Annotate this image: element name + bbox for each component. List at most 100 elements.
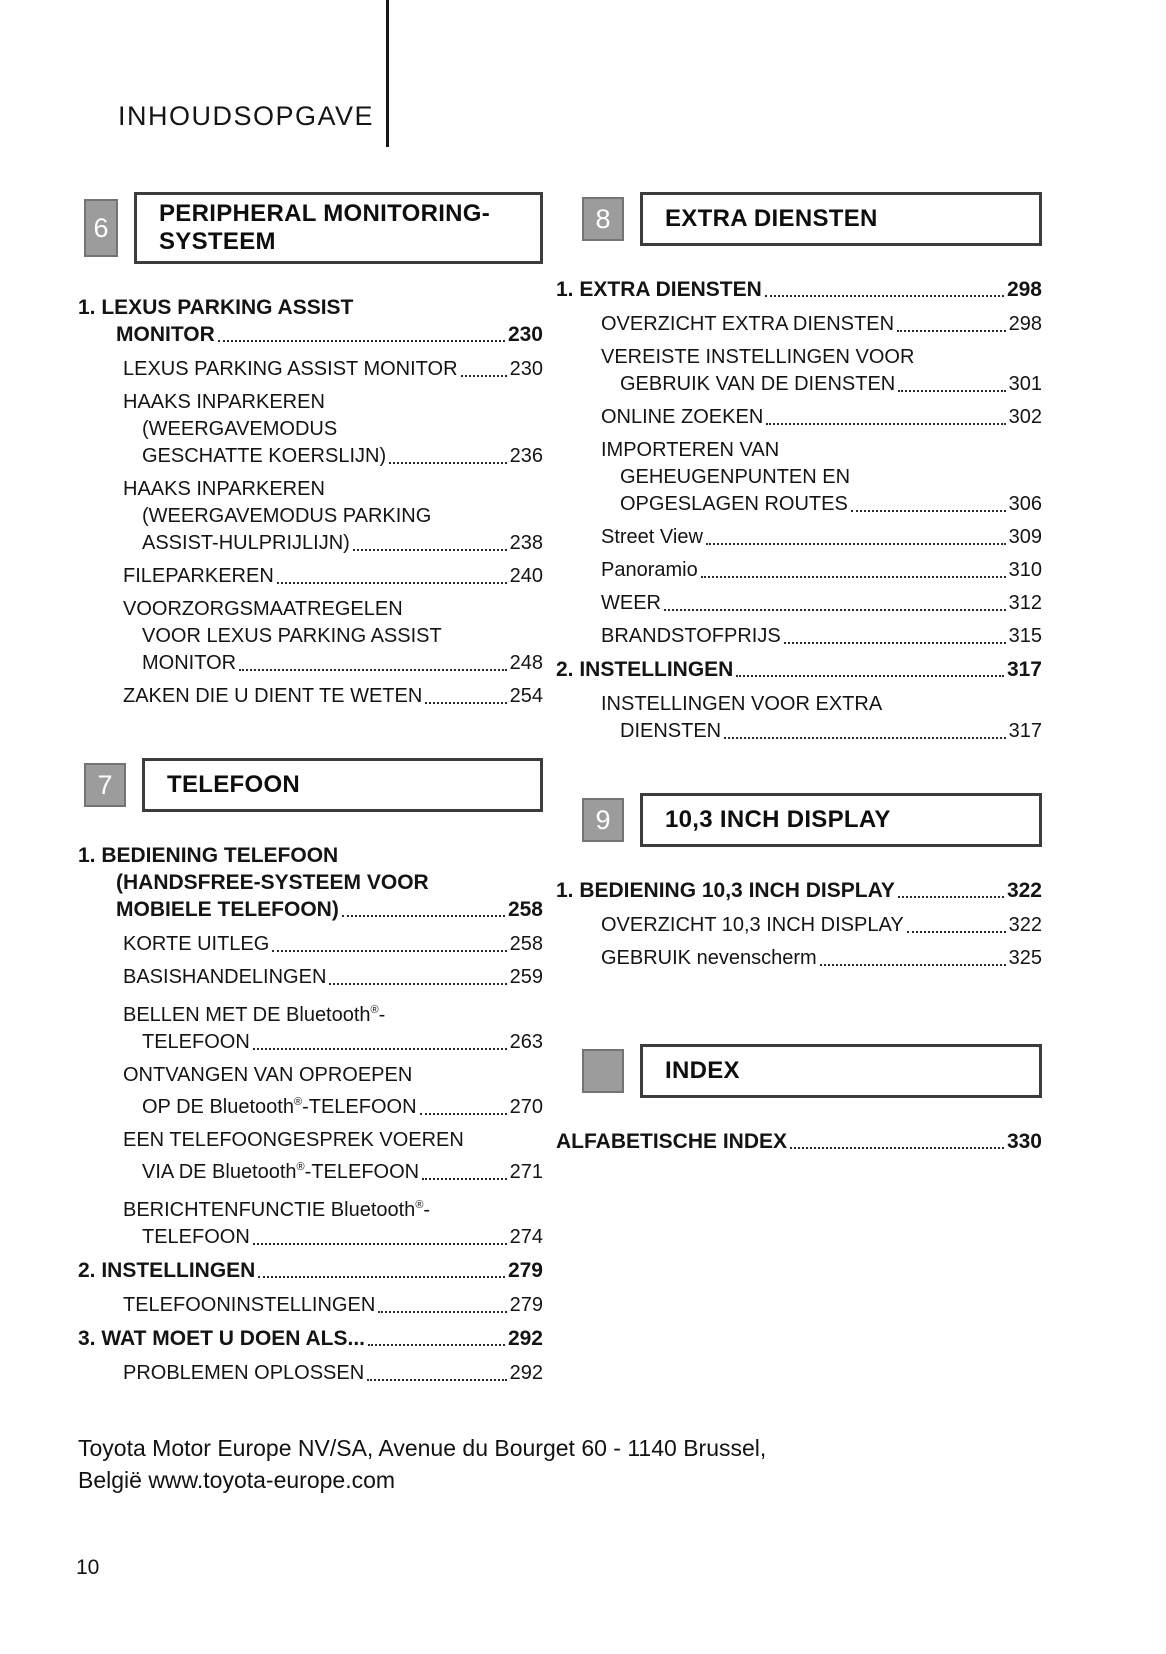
entry-text: OPGESLAGEN ROUTES xyxy=(620,491,848,518)
toc-entry-line: IMPORTEREN VAN xyxy=(556,437,1042,464)
toc-entry: 2. INSTELLINGEN 279 xyxy=(78,1257,543,1284)
dot-leader xyxy=(378,1311,507,1313)
chapter-title-box: EXTRA DIENSTEN xyxy=(640,192,1042,246)
entry-text-segment: Panoramio xyxy=(601,559,698,581)
entry-text: VEREISTE INSTELLINGEN VOOR xyxy=(601,344,914,371)
footer-line-2: België www.toyota-europe.com xyxy=(78,1467,396,1493)
toc-entry: GEBRUIK nevenscherm 325 xyxy=(556,945,1042,972)
toc-entry-line: VOOR LEXUS PARKING ASSIST xyxy=(78,623,543,650)
entry-text: IMPORTEREN VAN xyxy=(601,437,779,464)
chapter-title: 10,3 INCH DISPLAY xyxy=(665,806,891,833)
entry-text-segment: -TELEFOON xyxy=(302,1096,417,1118)
entry-text-segment: BRANDSTOFPRIJS xyxy=(601,625,781,647)
entry-text: (WEERGAVEMODUS PARKING xyxy=(142,503,431,530)
entry-text-segment: WEER xyxy=(601,592,661,614)
toc-entry: BASISHANDELINGEN 259 xyxy=(78,964,543,991)
entry-text: Panoramio xyxy=(601,557,698,584)
entry-text-segment: PROBLEMEN OPLOSSEN xyxy=(123,1362,365,1384)
page-ref: 330 xyxy=(1006,1130,1042,1153)
toc-column-right: 8 EXTRA DIENSTEN 1. EXTRA DIENSTEN 298 OVERZ… xyxy=(556,192,1042,1163)
toc-entry-line: BRANDSTOFPRIJS 315 xyxy=(556,623,1042,650)
toc-entry-line: DIENSTEN 317 xyxy=(556,718,1042,745)
chapter-title-box: INDEX xyxy=(640,1044,1042,1098)
entry-text-segment: VOORZORGSMAATREGELEN xyxy=(123,598,403,620)
entry-text-segment: -TELEFOON xyxy=(304,1161,420,1183)
dot-leader xyxy=(897,896,1004,898)
dot-leader xyxy=(819,964,1006,966)
page-ref: 317 xyxy=(1006,658,1042,681)
page-ref: 258 xyxy=(507,898,543,921)
entry-text-segment: GEBRUIK VAN DE DIENSTEN xyxy=(620,373,896,395)
registered-trademark-symbol: ® xyxy=(370,1004,379,1016)
page-ref: 322 xyxy=(1006,879,1042,902)
entry-text: OVERZICHT EXTRA DIENSTEN xyxy=(601,311,894,338)
page-ref: 270 xyxy=(509,1096,543,1118)
entry-text-segment: TELEFOONINSTELLINGEN xyxy=(123,1294,376,1316)
entry-text-segment: Bluetooth xyxy=(212,1161,297,1183)
toc-entry: HAAKS INPARKEREN (WEERGAVEMODUS GESCHATTE … xyxy=(78,389,543,470)
toc-entry-line: HAAKS INPARKEREN xyxy=(78,476,543,503)
page-ref: 263 xyxy=(509,1031,543,1053)
toc-entry: ONLINE ZOEKEN 302 xyxy=(556,404,1042,431)
toc-entry-line: OVERZICHT EXTRA DIENSTEN 298 xyxy=(556,311,1042,338)
page-ref: 258 xyxy=(509,933,543,955)
entry-text-segment: - xyxy=(378,1004,386,1026)
toc-column-left: 6 PERIPHERAL MONITORING- SYSTEEM 1. LEXUS P… xyxy=(78,192,543,1393)
entry-text: VOOR LEXUS PARKING ASSIST xyxy=(142,623,442,650)
entry-text: BERICHTENFUNCTIE Bluetooth®- xyxy=(123,1192,430,1224)
entry-text: ONTVANGEN VAN OPROEPEN xyxy=(123,1062,412,1089)
dot-leader xyxy=(897,330,1006,332)
dot-leader xyxy=(425,702,507,704)
entry-text: PROBLEMEN OPLOSSEN xyxy=(123,1360,364,1387)
dot-leader xyxy=(906,931,1006,933)
entry-text: HAAKS INPARKEREN xyxy=(123,476,325,503)
entry-text-segment: IMPORTEREN VAN xyxy=(601,439,780,461)
dot-leader xyxy=(329,983,507,985)
entry-text: DIENSTEN xyxy=(620,718,721,745)
entry-text-segment: MOBIELE TELEFOON) xyxy=(116,898,339,921)
toc-entry: LEXUS PARKING ASSIST MONITOR 230 xyxy=(78,356,543,383)
toc-entry: EEN TELEFOONGESPREK VOEREN VIA DE Bluetoo… xyxy=(78,1127,543,1186)
entry-text-segment: OP DE xyxy=(142,1096,210,1118)
page-ref: 298 xyxy=(1008,313,1042,335)
entry-text: FILEPARKEREN xyxy=(123,563,274,590)
dot-leader xyxy=(389,462,507,464)
entry-text-segment: BERICHTENFUNCTIE xyxy=(123,1199,331,1221)
dot-leader xyxy=(272,950,507,952)
toc-entry-line: BELLEN MET DE Bluetooth®- xyxy=(78,997,543,1029)
chapter-title: INDEX xyxy=(665,1057,740,1084)
toc-entry-line: TELEFOONINSTELLINGEN 279 xyxy=(78,1292,543,1319)
registered-trademark-symbol: ® xyxy=(415,1199,424,1211)
entry-text-segment: 3. WAT MOET U DOEN ALS... xyxy=(78,1327,366,1350)
entry-text-segment: (HANDSFREE-SYSTEEM VOOR xyxy=(116,871,429,894)
toc-entry: 2. INSTELLINGEN 317 xyxy=(556,656,1042,683)
page-ref: 259 xyxy=(509,966,543,988)
entry-text-segment: BELLEN MET DE xyxy=(123,1004,287,1026)
entry-text: VOORZORGSMAATREGELEN xyxy=(123,596,403,623)
chapter-number-badge: 6 xyxy=(84,199,118,257)
toc-entry-line: (WEERGAVEMODUS xyxy=(78,416,543,443)
toc-entry-line: 1. EXTRA DIENSTEN 298 xyxy=(556,276,1042,303)
chapter-header: INDEX xyxy=(556,1044,1042,1098)
page-ref: 240 xyxy=(509,565,543,587)
toc-entry-line: HAAKS INPARKEREN xyxy=(78,389,543,416)
toc-entry-line: 1. BEDIENING 10,3 INCH DISPLAY 322 xyxy=(556,877,1042,904)
toc-entry-line: OVERZICHT 10,3 INCH DISPLAY 322 xyxy=(556,912,1042,939)
chapter-number-badge: 9 xyxy=(582,798,624,842)
entry-text-segment: BASISHANDELINGEN xyxy=(123,966,327,988)
entry-text: 1. BEDIENING 10,3 INCH DISPLAY xyxy=(556,877,895,904)
entry-text-segment: ONLINE ZOEKEN xyxy=(601,406,764,428)
entry-text-segment: 2. INSTELLINGEN xyxy=(556,658,734,681)
entry-text-segment: (WEERGAVEMODUS PARKING xyxy=(142,505,432,527)
page-ref: 292 xyxy=(507,1327,543,1350)
toc-entry-line: OPGESLAGEN ROUTES 306 xyxy=(556,491,1042,518)
page-ref: 325 xyxy=(1008,947,1042,969)
page-ref: 317 xyxy=(1008,720,1042,742)
page-ref: 236 xyxy=(509,445,543,467)
entry-text-segment: GEHEUGENPUNTEN EN xyxy=(620,466,851,488)
toc-entry-line: (HANDSFREE-SYSTEEM VOOR xyxy=(78,869,543,896)
entry-text: GEBRUIK VAN DE DIENSTEN xyxy=(620,371,895,398)
toc-entry: 1. LEXUS PARKING ASSIST MONITOR 230 xyxy=(78,294,543,348)
toc-entry-line: TELEFOON 263 xyxy=(78,1029,543,1056)
